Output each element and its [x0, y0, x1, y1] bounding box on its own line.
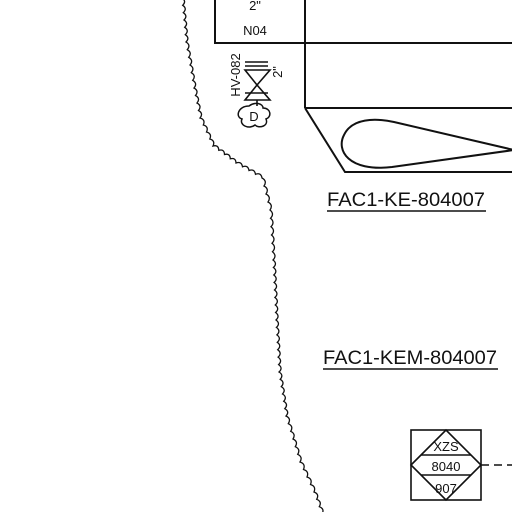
cloud-boundary-icon [181, 0, 324, 512]
nozzle-tag-label: N04 [243, 23, 267, 38]
valve-tag-label: HV-082 [228, 53, 243, 96]
instrument-function: XZS [433, 439, 459, 454]
actuator-cloud-icon [237, 102, 271, 128]
equipment-vessel[interactable] [304, 0, 512, 173]
equipment-tag-kem-text: FAC1-KEM-804007 [323, 348, 497, 369]
nozzle-size-label: 2" [249, 0, 261, 13]
nozzle-box: 2" N04 [214, 0, 305, 44]
instrument-xzs-8040[interactable]: XZS 8040 907 [409, 428, 483, 502]
equipment-tag-kem[interactable]: FAC1-KEM-804007 [323, 348, 498, 370]
gate-valve-icon [243, 69, 272, 101]
equipment-tag-ke[interactable]: FAC1-KE-804007 [327, 190, 486, 212]
actuator-letter: D [249, 109, 258, 124]
valve-hv-082[interactable]: D HV-082 2" [228, 53, 285, 128]
valve-size-label: 2" [270, 66, 285, 78]
vessel-internal-element [340, 118, 512, 169]
instrument-loop-number: 8040 [432, 459, 461, 474]
instrument-sub-number: 907 [435, 481, 457, 496]
equipment-tag-ke-text: FAC1-KE-804007 [327, 190, 485, 211]
